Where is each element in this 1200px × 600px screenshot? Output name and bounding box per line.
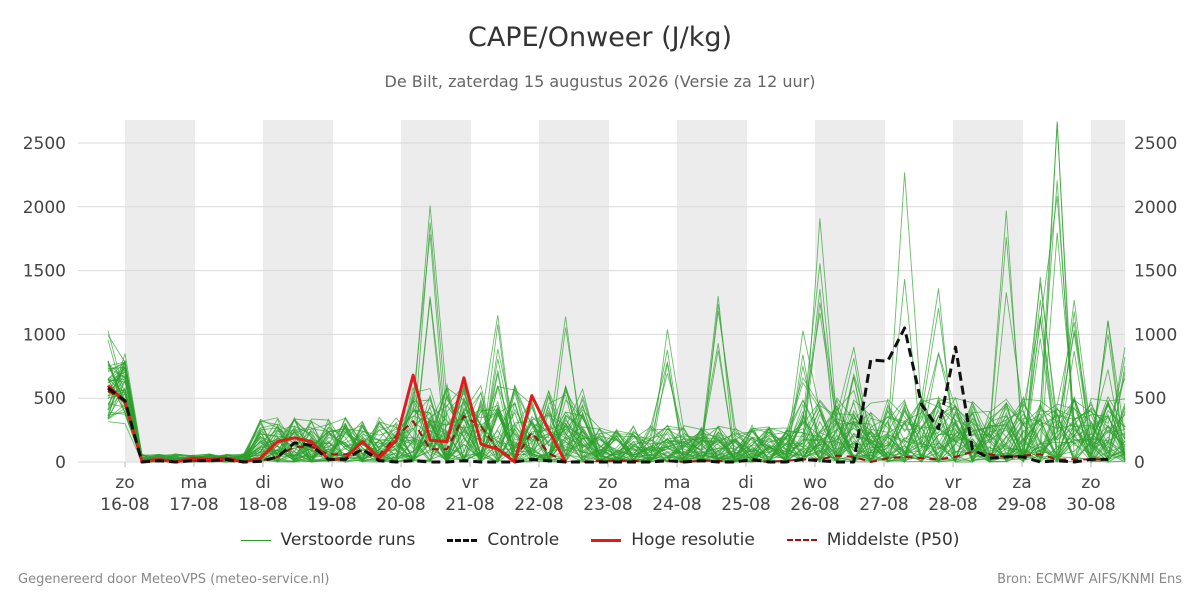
weekend-band — [677, 120, 747, 462]
ensemble-member-line — [107, 308, 1126, 464]
ensemble-member-line — [107, 370, 1126, 463]
x-tick-date: 23-08 — [583, 495, 632, 515]
x-tick-date: 20-08 — [376, 495, 425, 515]
x-tick-date: 27-08 — [859, 495, 908, 515]
weekend-band — [125, 120, 195, 462]
legend: Verstoorde runs Controle Hoge resolutie … — [0, 530, 1200, 550]
legend-label-control: Controle — [487, 530, 560, 550]
x-tick-day: wo — [320, 473, 344, 493]
y-tick-label-right: 500 — [1134, 389, 1166, 409]
series-line-controle — [107, 326, 1108, 464]
y-tick-label-left: 1500 — [23, 262, 66, 282]
legend-swatch-median — [786, 539, 817, 541]
footer-source: Bron: ECMWF AIFS/KNMI Ens — [997, 572, 1182, 587]
y-tick-label-left: 0 — [55, 453, 66, 473]
x-tick-date: 22-08 — [514, 495, 563, 515]
y-tick-label-right: 1500 — [1134, 262, 1177, 282]
y-tick-label-left: 500 — [34, 389, 66, 409]
x-tick-date: 17-08 — [169, 495, 218, 515]
ensemble-member-line — [107, 366, 1126, 463]
x-tick-date: 28-08 — [928, 495, 977, 515]
legend-item-highres[interactable]: Hoge resolutie — [591, 530, 755, 550]
x-tick-day: wo — [803, 473, 827, 493]
x-tick-date: 19-08 — [307, 495, 356, 515]
ensemble-member-line — [107, 393, 1126, 463]
x-tick-date: 25-08 — [721, 495, 770, 515]
x-tick-day: do — [873, 473, 894, 493]
y-tick-label-left: 2500 — [23, 134, 66, 154]
x-tick-day: ma — [664, 473, 691, 493]
chart-subtitle: De Bilt, zaterdag 15 augustus 2026 (Vers… — [384, 72, 816, 91]
x-tick-date: 26-08 — [790, 495, 839, 515]
legend-item-control[interactable]: Controle — [447, 530, 559, 550]
legend-swatch-control — [447, 538, 478, 542]
x-tick-date: 29-08 — [997, 495, 1046, 515]
x-tick-day: ma — [181, 473, 208, 493]
legend-item-median[interactable]: Middelste (P50) — [786, 530, 960, 550]
y-tick-label-left: 2000 — [23, 198, 66, 218]
x-tick-day: do — [390, 473, 411, 493]
x-tick-date: 16-08 — [100, 495, 149, 515]
x-tick-day: di — [738, 473, 754, 493]
x-tick-day: zo — [115, 473, 134, 493]
x-tick-day: zo — [1081, 473, 1100, 493]
legend-swatch-highres — [591, 538, 622, 542]
x-tick-date: 18-08 — [238, 495, 287, 515]
chart-title: CAPE/Onweer (J/kg) — [467, 22, 732, 53]
footer-generator: Gegenereerd door MeteoVPS (meteo-service… — [18, 572, 330, 587]
y-tick-label-right: 2500 — [1134, 134, 1177, 154]
legend-label-perturbed: Verstoorde runs — [280, 530, 416, 550]
weekend-band — [263, 120, 333, 462]
x-tick-date: 30-08 — [1066, 495, 1115, 515]
y-tick-label-right: 0 — [1134, 453, 1145, 473]
legend-label-median: Middelste (P50) — [826, 530, 960, 550]
weekend-band — [815, 120, 885, 462]
y-tick-label-left: 1000 — [23, 325, 66, 345]
x-tick-day: di — [255, 473, 271, 493]
y-tick-label-right: 1000 — [1134, 325, 1177, 345]
x-tick-date: 21-08 — [445, 495, 494, 515]
ensemble-member-line — [107, 324, 1126, 463]
series-line-middelste-p50- — [107, 389, 1108, 463]
legend-item-perturbed[interactable]: Verstoorde runs — [240, 530, 416, 550]
legend-label-highres: Hoge resolutie — [631, 530, 755, 550]
x-tick-day: za — [1012, 473, 1031, 493]
x-tick-day: vr — [944, 473, 961, 493]
y-tick-label-right: 2000 — [1134, 198, 1177, 218]
x-tick-day: vr — [461, 473, 478, 493]
x-tick-day: zo — [598, 473, 617, 493]
x-tick-day: za — [529, 473, 548, 493]
x-tick-date: 24-08 — [652, 495, 701, 515]
legend-swatch-perturbed — [240, 539, 271, 541]
